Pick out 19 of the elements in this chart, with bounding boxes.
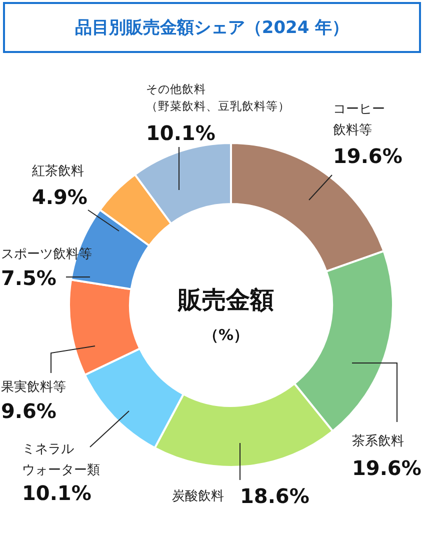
slice-label: 茶系飲料 (352, 434, 404, 449)
data-label: 10.1% (146, 121, 216, 145)
slice-label: 炭酸飲料 (172, 489, 224, 504)
data-label: 19.6% (333, 144, 402, 168)
slice-label: スポーツ飲料等 (1, 247, 92, 262)
slice-label: 紅茶飲料 (32, 164, 84, 179)
data-label: 18.6% (240, 484, 310, 508)
text: （%） (203, 326, 249, 344)
data-label: 7.5% (1, 266, 56, 290)
slice-label: ミネラルウォーター類 (22, 442, 100, 478)
slice-label: その他飲料（野菜飲料、豆乳飲料等） (146, 82, 290, 113)
data-label: 10.1% (22, 481, 92, 505)
data-label: 19.6% (352, 456, 422, 480)
text: 販売金額 (177, 286, 274, 314)
chart-title: 品目別販売金額シェア（2024 年） (3, 2, 421, 53)
slice-label: 果実飲料等 (1, 379, 66, 395)
slice-label: コーヒー飲料等 (333, 102, 385, 138)
data-label: 4.9% (32, 185, 88, 209)
data-label: 9.6% (1, 399, 56, 423)
